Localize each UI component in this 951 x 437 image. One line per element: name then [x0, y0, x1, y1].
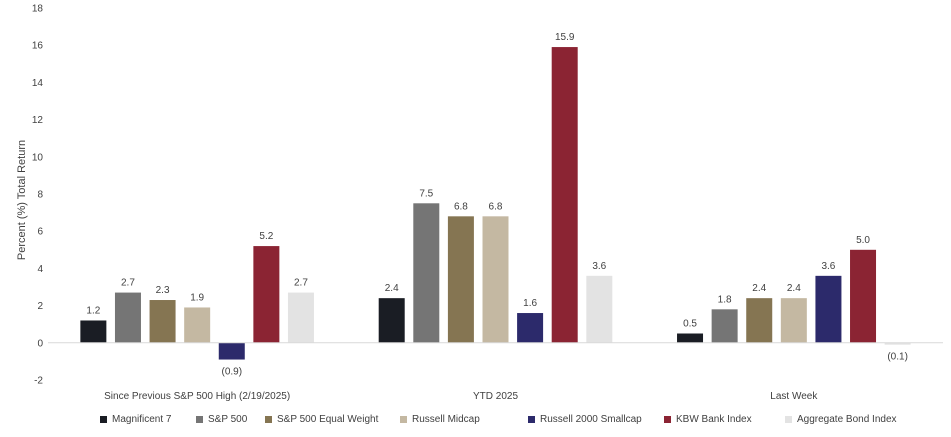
data-label: 2.3 — [156, 285, 170, 296]
bar — [413, 203, 440, 343]
y-axis-label: Percent (%) Total Return — [16, 140, 28, 260]
y-tick-label: 18 — [32, 4, 44, 15]
data-label: 2.7 — [294, 278, 308, 289]
legend-swatch — [528, 416, 535, 423]
legend-item: S&P 500 — [196, 414, 247, 425]
bar — [884, 342, 911, 345]
data-label: 1.6 — [523, 298, 537, 309]
bar — [517, 313, 544, 343]
bar — [378, 298, 405, 343]
data-label: 5.0 — [856, 235, 870, 246]
y-tick-label: 8 — [37, 190, 43, 201]
legend-swatch — [664, 416, 671, 423]
legend-item: S&P 500 Equal Weight — [265, 414, 378, 425]
data-label: (0.1) — [887, 352, 908, 363]
data-label: 6.8 — [489, 201, 503, 212]
legend-label: Magnificent 7 — [112, 414, 172, 425]
bars: 1.2 2.7 2.3 1.9 (0.9) 5.2 2.7 2.4 7.5 6.8 6.8 1.6 15… — [80, 32, 911, 378]
data-label: 0.5 — [683, 319, 697, 330]
data-label: 6.8 — [454, 201, 468, 212]
bar — [218, 342, 245, 360]
legend-label: Aggregate Bond Index — [797, 414, 897, 425]
legend-item: Magnificent 7 — [100, 414, 171, 425]
y-axis-ticks: -2 0 2 4 6 8 10 12 14 16 18 — [32, 4, 44, 387]
legend-item: Aggregate Bond Index — [785, 414, 897, 425]
category-labels: Since Previous S&P 500 High (2/19/2025) Y… — [104, 391, 818, 402]
bar — [815, 275, 842, 343]
legend-label: S&P 500 Equal Weight — [277, 414, 379, 425]
bar — [551, 47, 578, 343]
category-label: YTD 2025 — [473, 391, 518, 402]
legend-item: Russell 2000 Smallcap — [528, 414, 642, 425]
y-tick-label: 10 — [32, 152, 44, 163]
y-tick-label: 14 — [32, 78, 44, 89]
legend-swatch — [400, 416, 407, 423]
y-tick-label: -2 — [34, 376, 43, 387]
bar — [482, 216, 509, 343]
bar — [586, 275, 613, 343]
bar — [114, 292, 141, 343]
bar — [711, 309, 738, 343]
legend-swatch — [785, 416, 792, 423]
legend-swatch — [196, 416, 203, 423]
bar — [447, 216, 474, 343]
bar — [746, 298, 773, 343]
bar — [287, 292, 314, 343]
bar — [149, 300, 176, 343]
y-tick-label: 4 — [37, 264, 43, 275]
y-tick-label: 16 — [32, 41, 44, 52]
data-label: 2.4 — [787, 283, 801, 294]
data-label: 7.5 — [419, 188, 433, 199]
bar — [850, 249, 877, 343]
legend-swatch — [265, 416, 272, 423]
data-label: 2.4 — [752, 283, 766, 294]
data-label: 1.9 — [190, 292, 204, 303]
legend: Magnificent 7 S&P 500 S&P 500 Equal Weight… — [0, 414, 951, 432]
data-label: 15.9 — [555, 32, 575, 43]
data-label: 1.8 — [718, 294, 732, 305]
data-label: 3.6 — [821, 261, 835, 272]
category-label: Last Week — [770, 391, 818, 402]
bar — [80, 320, 107, 343]
legend-label: Russell 2000 Smallcap — [540, 414, 642, 425]
data-label: 3.6 — [592, 261, 606, 272]
data-label: 1.2 — [86, 305, 100, 316]
bar — [677, 333, 704, 343]
y-tick-label: 0 — [37, 338, 43, 349]
data-label: 5.2 — [259, 231, 273, 242]
category-label: Since Previous S&P 500 High (2/19/2025) — [104, 391, 290, 402]
y-tick-label: 6 — [37, 227, 43, 238]
data-label: 2.7 — [121, 278, 135, 289]
bar — [780, 298, 807, 343]
legend-label: KBW Bank Index — [676, 414, 752, 425]
data-label: 2.4 — [385, 283, 399, 294]
legend-label: Russell Midcap — [412, 414, 480, 425]
legend-label: S&P 500 — [208, 414, 248, 425]
bar — [253, 246, 280, 343]
legend-item: Russell Midcap — [400, 414, 480, 425]
y-tick-label: 2 — [37, 301, 43, 312]
data-label: (0.9) — [221, 367, 242, 378]
y-tick-label: 12 — [32, 115, 44, 126]
legend-swatch — [100, 416, 107, 423]
legend-item: KBW Bank Index — [664, 414, 752, 425]
bar — [184, 307, 211, 343]
